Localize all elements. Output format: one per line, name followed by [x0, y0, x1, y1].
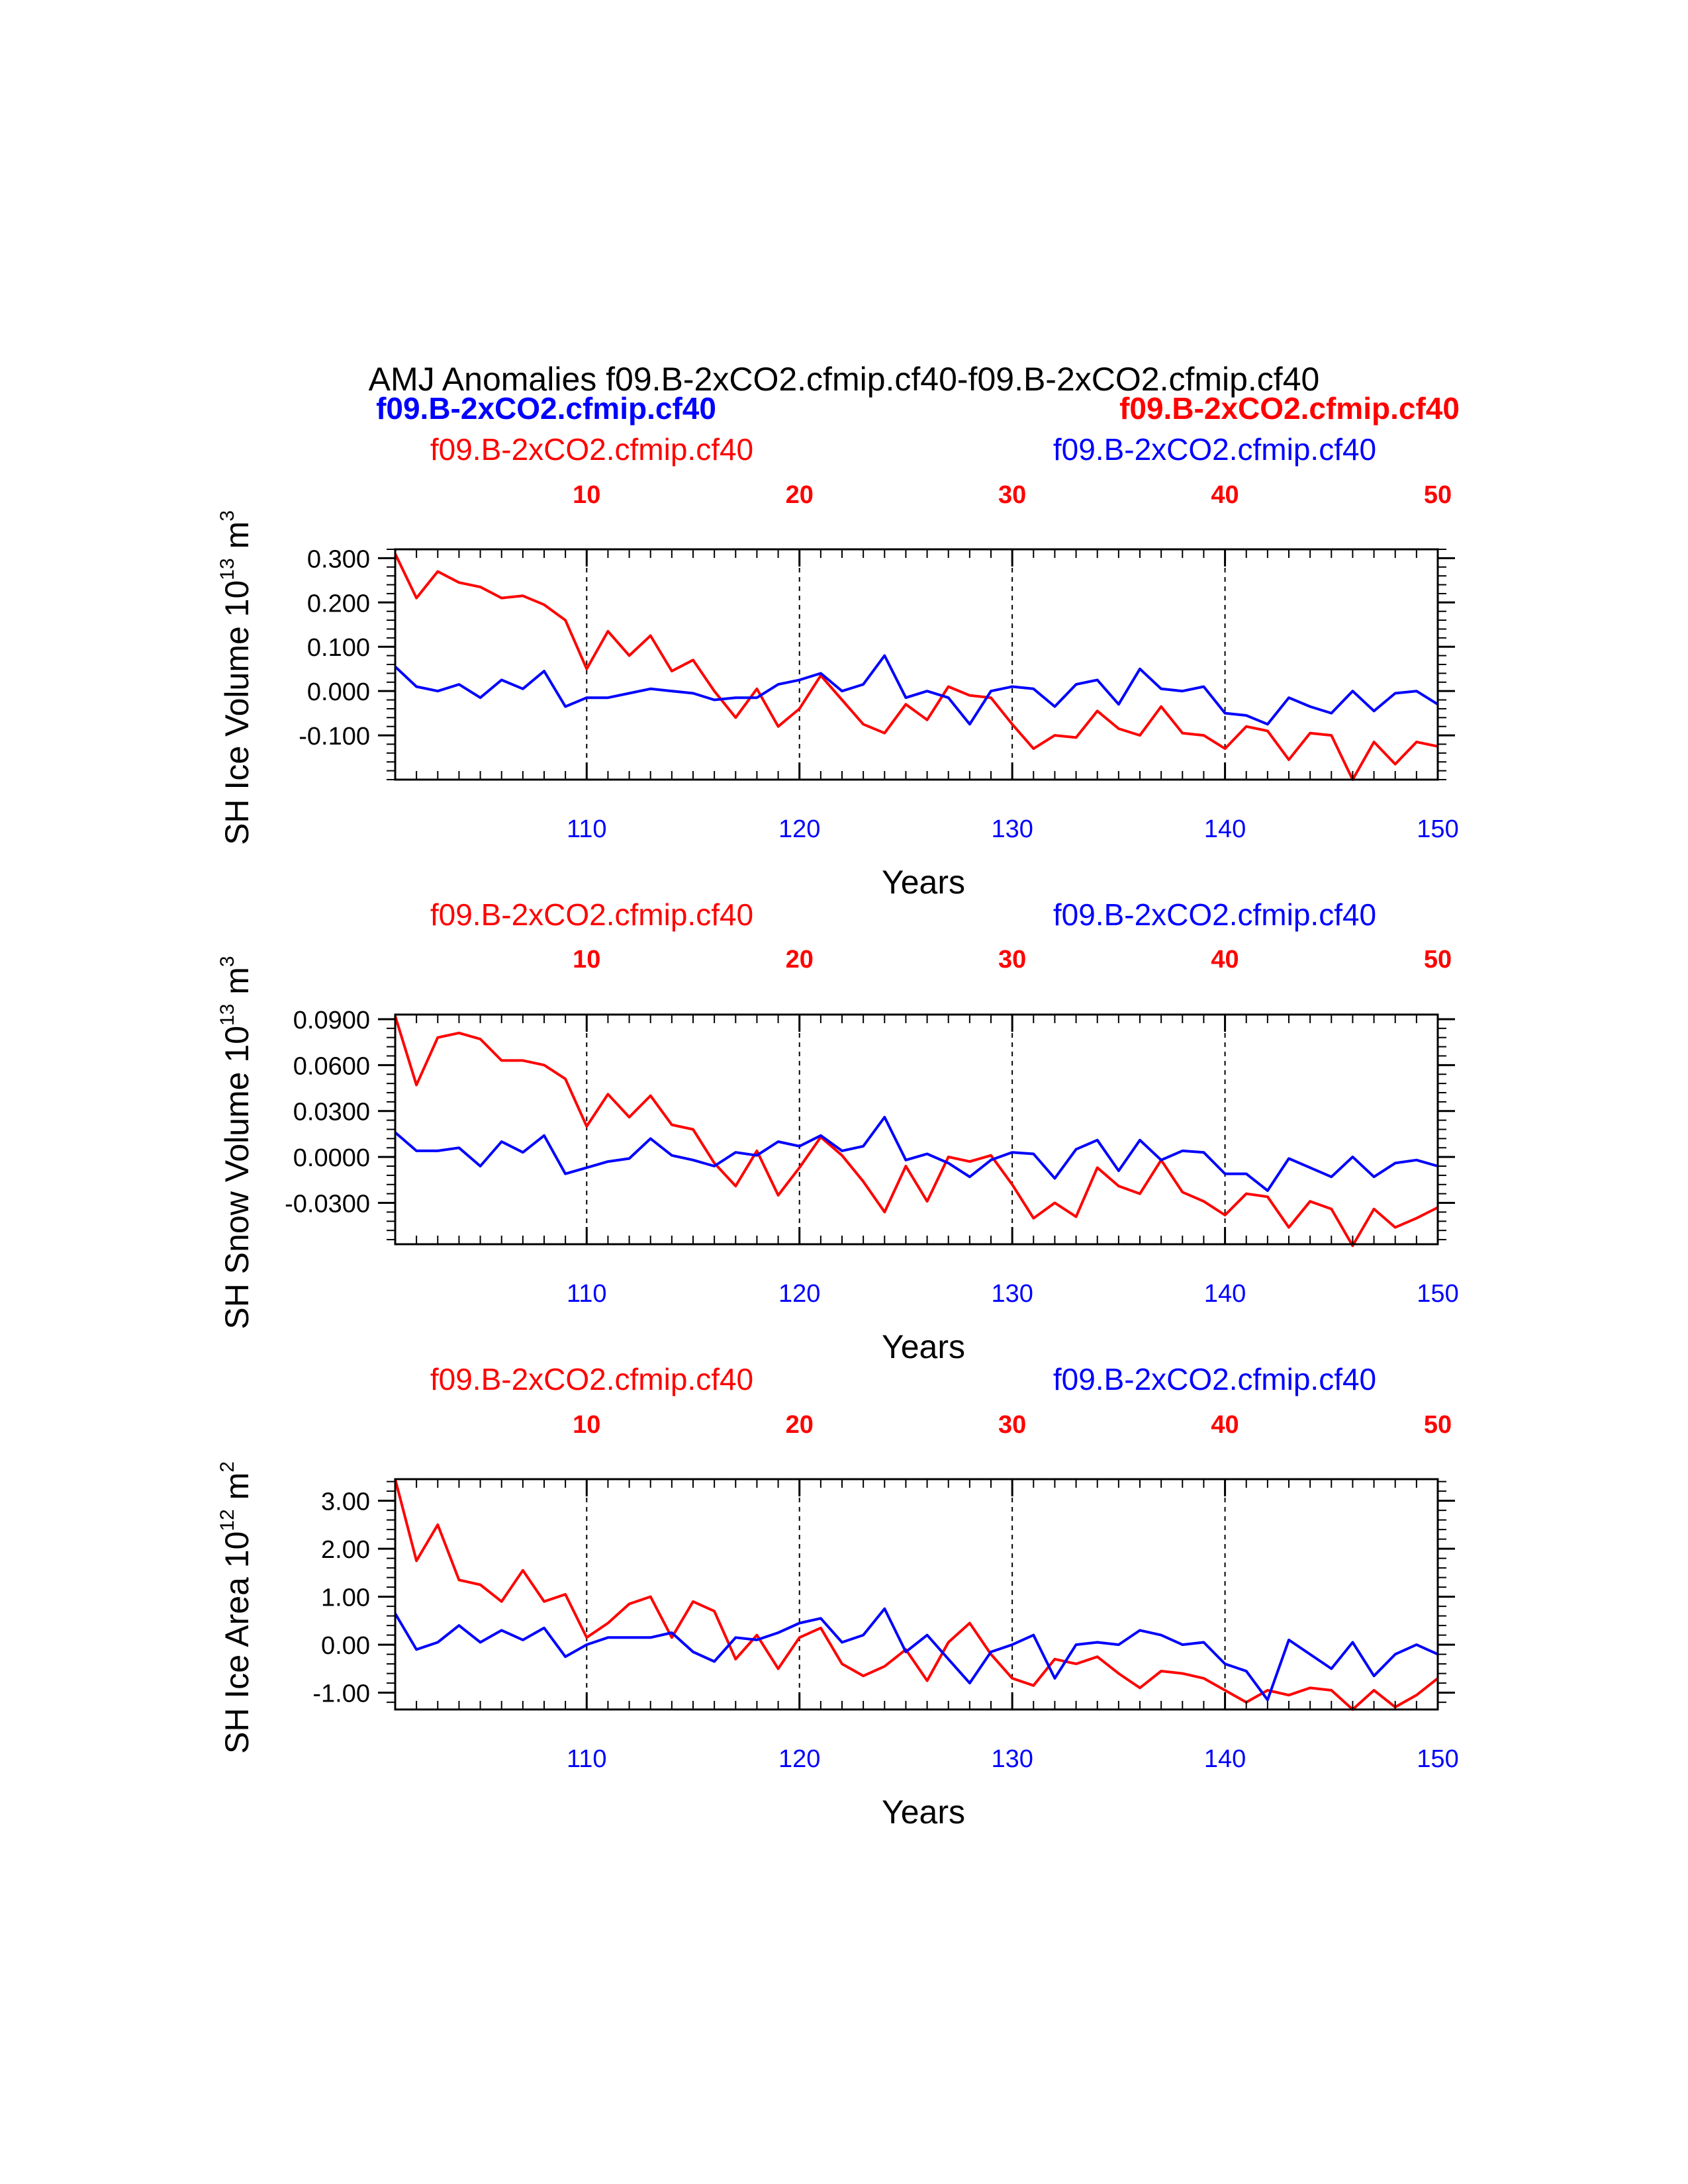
x-top-tick-label: 10 — [573, 481, 600, 509]
series-label-blue: f09.B-2xCO2.cfmip.cf40 — [1053, 1362, 1376, 1396]
y-tick-label: 1.00 — [321, 1584, 370, 1612]
legend-red-bold: f09.B-2xCO2.cfmip.cf40 — [1119, 391, 1460, 426]
x-axis-title: Years — [882, 864, 965, 901]
series-label-red: f09.B-2xCO2.cfmip.cf40 — [430, 432, 753, 467]
y-axis-title: SH Ice Area 1012 m2 — [216, 1461, 256, 1754]
x-bottom-tick-label: 150 — [1417, 1745, 1458, 1773]
series-label-red: f09.B-2xCO2.cfmip.cf40 — [430, 1362, 753, 1396]
y-tick-label: -0.0300 — [285, 1191, 370, 1218]
y-axis-title: SH Ice Volume 1013 m3 — [216, 510, 256, 845]
y-tick-label: 3.00 — [321, 1488, 370, 1516]
series-label-blue: f09.B-2xCO2.cfmip.cf40 — [1053, 432, 1376, 467]
figure-title: AMJ Anomalies f09.B-2xCO2.cfmip.cf40-f09… — [369, 361, 1320, 398]
series-label-red: f09.B-2xCO2.cfmip.cf40 — [430, 897, 753, 932]
x-top-tick-label: 30 — [998, 481, 1026, 509]
x-top-tick-label: 50 — [1424, 1411, 1452, 1439]
x-bottom-tick-label: 120 — [778, 1745, 820, 1773]
x-bottom-tick-label: 140 — [1204, 1280, 1246, 1308]
y-tick-label: -1.00 — [312, 1680, 370, 1708]
x-top-tick-label: 20 — [786, 1411, 814, 1439]
series-line-red — [394, 1015, 1438, 1248]
x-bottom-tick-label: 120 — [778, 1280, 820, 1308]
series-line-red — [394, 553, 1438, 781]
y-tick-label: 0.100 — [307, 634, 370, 662]
plot-frame — [394, 1013, 1439, 1246]
x-bottom-tick-label: 110 — [567, 815, 607, 843]
x-bottom-tick-label: 140 — [1204, 1745, 1246, 1773]
chart-panel-1: 0.300 0.200 0.100 0.000 -0.100 110 120 130 140 15… — [216, 432, 1459, 901]
y-tick-label: 0.300 — [307, 545, 370, 573]
y-tick-label: 2.00 — [321, 1536, 370, 1564]
x-bottom-tick-label: 110 — [567, 1280, 607, 1308]
x-top-tick-label: 40 — [1211, 946, 1239, 974]
y-tick-label: 0.0300 — [293, 1099, 370, 1126]
x-bottom-tick-label: 130 — [991, 1280, 1033, 1308]
x-bottom-tick-label: 140 — [1204, 815, 1246, 843]
x-bottom-tick-label: 130 — [991, 815, 1033, 843]
y-tick-label: 0.0000 — [293, 1144, 370, 1172]
series-line-blue — [394, 1116, 1438, 1192]
y-tick-label: 0.0900 — [293, 1007, 370, 1034]
chart-panel-2: 0.0900 0.0600 0.0300 0.0000 -0.0300 110 120 130… — [216, 897, 1459, 1365]
series-label-blue: f09.B-2xCO2.cfmip.cf40 — [1053, 897, 1376, 932]
y-tick-label: 0.000 — [307, 678, 370, 706]
x-top-tick-label: 50 — [1424, 481, 1452, 509]
y-tick-label: 0.0600 — [293, 1052, 370, 1080]
x-bottom-tick-label: 130 — [991, 1745, 1033, 1773]
x-top-tick-label: 40 — [1211, 481, 1239, 509]
x-axis-title: Years — [882, 1794, 965, 1831]
series-line-blue — [394, 1607, 1438, 1702]
x-top-tick-label: 10 — [573, 946, 600, 974]
chart-panel-3: 3.00 2.00 1.00 0.00 -1.00 110 120 130 140 150 10 20… — [216, 1362, 1459, 1831]
x-top-tick-label: 20 — [786, 481, 814, 509]
x-bottom-tick-label: 120 — [778, 815, 820, 843]
y-tick-label: 0.00 — [321, 1632, 370, 1660]
x-top-tick-label: 40 — [1211, 1411, 1239, 1439]
x-axis-title: Years — [882, 1328, 965, 1365]
x-top-tick-label: 30 — [998, 1411, 1026, 1439]
series-line-red — [394, 1479, 1439, 1711]
x-bottom-tick-label: 110 — [567, 1745, 607, 1773]
series-line-blue — [394, 654, 1439, 726]
x-top-tick-label: 30 — [998, 946, 1026, 974]
legend-blue-bold: f09.B-2xCO2.cfmip.cf40 — [376, 391, 716, 426]
y-tick-label: -0.100 — [299, 723, 370, 751]
y-tick-label: 0.200 — [307, 590, 370, 617]
x-bottom-tick-label: 150 — [1417, 815, 1458, 843]
x-bottom-tick-label: 150 — [1417, 1280, 1458, 1308]
plot-frame — [394, 1478, 1439, 1711]
x-top-tick-label: 10 — [573, 1411, 600, 1439]
y-axis-title: SH Snow Volume 1013 m3 — [216, 956, 256, 1329]
plot-frame — [394, 548, 1439, 781]
x-top-tick-label: 50 — [1424, 946, 1452, 974]
x-top-tick-label: 20 — [786, 946, 814, 974]
